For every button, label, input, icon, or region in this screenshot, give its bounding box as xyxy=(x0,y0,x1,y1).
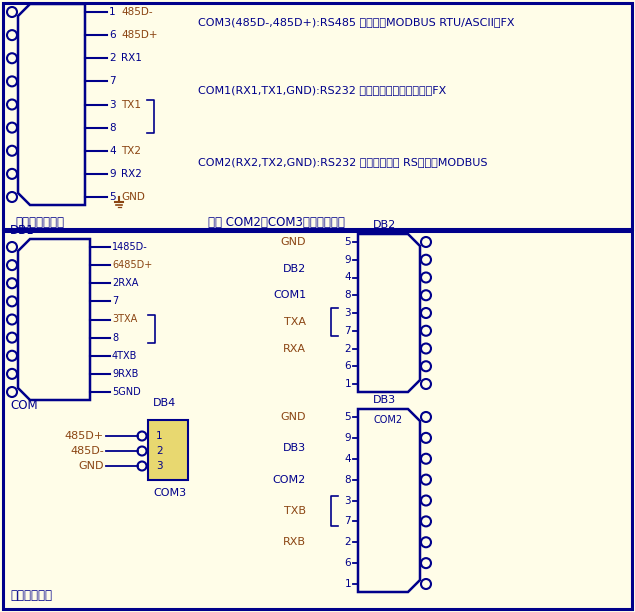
Text: COM1(RX1,TX1,GND):RS232 编程口，触摸屏通讯口，FX: COM1(RX1,TX1,GND):RS232 编程口，触摸屏通讯口，FX xyxy=(198,85,446,95)
Text: DB3: DB3 xyxy=(373,395,396,405)
Text: GND: GND xyxy=(121,192,145,202)
Text: 通讯口硬件结构: 通讯口硬件结构 xyxy=(15,215,64,228)
Text: GND: GND xyxy=(281,412,306,422)
Text: 8: 8 xyxy=(109,122,116,133)
Text: TXB: TXB xyxy=(284,506,306,516)
Text: RXA: RXA xyxy=(283,343,306,354)
Text: 5: 5 xyxy=(344,237,351,247)
Text: 3: 3 xyxy=(109,100,116,110)
Text: DB3: DB3 xyxy=(283,443,306,453)
Text: 5GND: 5GND xyxy=(112,387,141,397)
Bar xyxy=(148,420,188,480)
Text: 6: 6 xyxy=(109,30,116,40)
Text: GND: GND xyxy=(281,237,306,247)
Text: 2: 2 xyxy=(156,446,163,456)
Text: 1: 1 xyxy=(344,379,351,389)
Text: 1485D-: 1485D- xyxy=(112,242,148,252)
Text: 2RXA: 2RXA xyxy=(112,278,138,288)
Text: 485D+: 485D+ xyxy=(121,30,157,40)
Text: 2: 2 xyxy=(344,343,351,354)
Text: 3: 3 xyxy=(344,308,351,318)
Text: 6485D+: 6485D+ xyxy=(112,260,152,270)
Text: 3TXA: 3TXA xyxy=(112,315,137,324)
Text: RX1: RX1 xyxy=(121,53,142,63)
Text: DB2: DB2 xyxy=(283,264,306,274)
Text: 8: 8 xyxy=(344,475,351,485)
Text: COM: COM xyxy=(10,399,37,412)
Text: RX2: RX2 xyxy=(121,169,142,179)
Text: 8: 8 xyxy=(112,333,118,343)
Bar xyxy=(3,3,632,229)
Text: COM2: COM2 xyxy=(373,415,402,425)
Text: DB4: DB4 xyxy=(153,398,177,408)
Text: 9RXB: 9RXB xyxy=(112,369,138,379)
Text: 485D+: 485D+ xyxy=(65,431,104,441)
Text: 通讯口转换器: 通讯口转换器 xyxy=(10,589,52,602)
Text: 4TXB: 4TXB xyxy=(112,351,137,360)
Text: GND: GND xyxy=(79,461,104,471)
Text: 注意 COM2和COM3只能同时选一: 注意 COM2和COM3只能同时选一 xyxy=(208,215,345,228)
Text: 8: 8 xyxy=(344,290,351,300)
Text: 3: 3 xyxy=(344,496,351,506)
Text: DB2: DB2 xyxy=(373,220,396,230)
Text: 7: 7 xyxy=(344,326,351,336)
Text: 9: 9 xyxy=(344,255,351,265)
Text: COM1: COM1 xyxy=(273,290,306,300)
Text: COM2: COM2 xyxy=(273,475,306,485)
Text: 1: 1 xyxy=(109,7,116,17)
Text: 5: 5 xyxy=(109,192,116,202)
Text: 7: 7 xyxy=(109,76,116,86)
Bar xyxy=(3,231,632,609)
Text: 4: 4 xyxy=(109,146,116,155)
Text: 4: 4 xyxy=(344,272,351,283)
Text: COM3(485D-,485D+):RS485 通讯口，MODBUS RTU/ASCII，FX: COM3(485D-,485D+):RS485 通讯口，MODBUS RTU/A… xyxy=(198,17,514,26)
Text: 7: 7 xyxy=(112,296,118,307)
Text: 9: 9 xyxy=(344,433,351,443)
Text: TX1: TX1 xyxy=(121,100,141,110)
Text: COM2(RX2,TX2,GND):RS232 通讯口，可以 RS指令，MODBUS: COM2(RX2,TX2,GND):RS232 通讯口，可以 RS指令，MODB… xyxy=(198,157,488,167)
Text: 6: 6 xyxy=(344,361,351,371)
Text: TXA: TXA xyxy=(284,317,306,327)
Text: 1: 1 xyxy=(344,579,351,589)
Text: RXB: RXB xyxy=(283,537,306,547)
Text: TX2: TX2 xyxy=(121,146,141,155)
Text: COM3: COM3 xyxy=(153,488,186,498)
Text: 4: 4 xyxy=(344,453,351,464)
Text: 2: 2 xyxy=(109,53,116,63)
Text: 2: 2 xyxy=(344,537,351,547)
Text: 5: 5 xyxy=(344,412,351,422)
Text: 485D-: 485D- xyxy=(70,446,104,456)
Text: DB1: DB1 xyxy=(10,224,35,237)
Text: 6: 6 xyxy=(344,558,351,568)
Text: 9: 9 xyxy=(109,169,116,179)
Text: 3: 3 xyxy=(156,461,163,471)
Text: 7: 7 xyxy=(344,517,351,526)
Text: 1: 1 xyxy=(156,431,163,441)
Text: 485D-: 485D- xyxy=(121,7,152,17)
